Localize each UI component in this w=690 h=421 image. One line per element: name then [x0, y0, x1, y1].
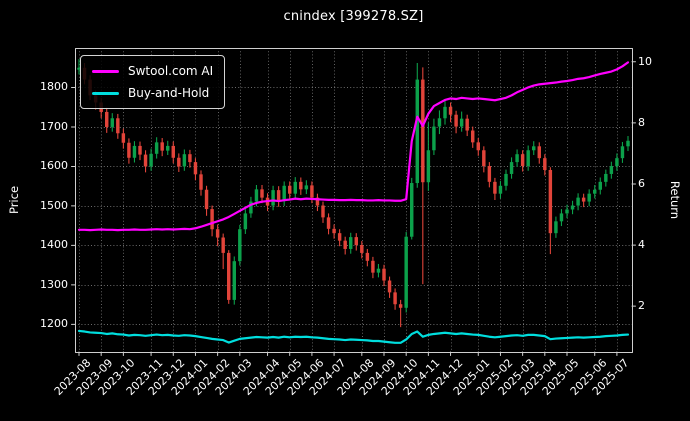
price-tick-label: 1200: [40, 317, 68, 331]
legend: Swtool.com AI Buy-and-Hold: [80, 55, 226, 109]
chart-title: cnindex [399278.SZ]: [283, 9, 424, 24]
price-tick-label: 1400: [40, 238, 68, 252]
bh-series-swatch: [92, 91, 119, 95]
return-tick-label: 6: [638, 176, 645, 190]
return-tick-label: 10: [638, 54, 652, 68]
price-tick-label: 1700: [40, 119, 68, 133]
return-tick-label: 2: [638, 299, 645, 313]
price-tick-label: 1300: [40, 277, 68, 291]
legend-label-bh: Buy-and-Hold: [128, 86, 210, 100]
return-axis-label: Return: [668, 180, 682, 220]
price-tick-label: 1800: [40, 80, 68, 94]
legend-item-bh: Buy-and-Hold: [92, 86, 213, 100]
ai-series-swatch: [92, 69, 119, 73]
return-tick-label: 8: [638, 115, 645, 129]
price-tick-label: 1600: [40, 159, 68, 173]
legend-label-ai: Swtool.com AI: [128, 64, 214, 78]
legend-item-ai: Swtool.com AI: [92, 64, 213, 78]
price-axis-label: Price: [7, 185, 21, 215]
price-tick-label: 1500: [40, 198, 68, 212]
return-tick-label: 4: [638, 238, 645, 252]
